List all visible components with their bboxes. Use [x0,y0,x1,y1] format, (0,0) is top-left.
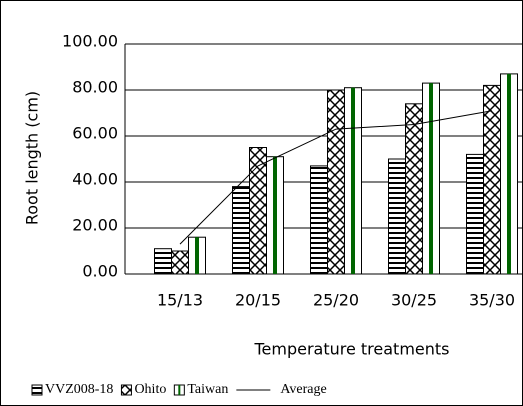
legend-stripe [178,385,181,395]
legend-label: Ohito [134,382,166,397]
bar [388,158,406,275]
bar [327,89,345,275]
x-tick-label: 15/13 [157,291,203,310]
y-tick-label: 0.00 [82,262,118,281]
bar-stripe [195,237,199,274]
legend-swatch [120,384,132,396]
x-tick-label: 20/15 [235,291,281,310]
legend-label: Average [280,382,326,397]
legend-label: VVZ008-18 [45,382,113,397]
bar [310,165,328,275]
bar [483,84,501,275]
x-axis-title: Temperature treatments [253,340,449,359]
bar [466,153,484,275]
legend-label: Taiwan [187,382,228,397]
y-tick-label: 80.00 [72,78,118,97]
y-axis-title: Root length (cm) [23,91,42,225]
average-line [179,110,493,245]
bar [154,248,172,275]
y-tick-label: 20.00 [72,216,118,235]
bar-stripe [507,73,511,275]
x-tick-label: 30/25 [391,291,437,310]
bar-stripe [429,83,433,274]
y-tick-label: 40.00 [72,170,118,189]
y-tick-label: 60.00 [72,124,118,143]
bar-stripe [273,156,277,274]
y-tick-label: 100.00 [62,32,118,51]
x-tick-label: 35/30 [469,291,515,310]
legend-swatch [31,384,43,396]
x-tick-label: 25/20 [313,291,359,310]
bar [171,250,189,275]
bar-stripe [351,87,355,274]
bar [232,186,250,275]
bar [405,103,423,275]
